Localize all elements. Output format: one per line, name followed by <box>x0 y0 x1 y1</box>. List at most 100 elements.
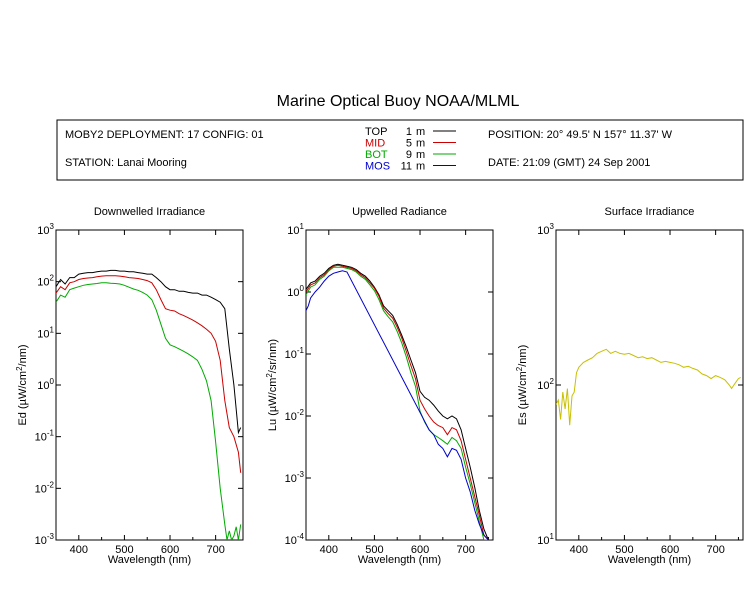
plot-title: Upwelled Radiance <box>352 206 447 218</box>
x-tick-label: 500 <box>365 544 383 556</box>
legend-depth: 11 <box>401 161 412 173</box>
x-tick-label: 400 <box>70 544 88 556</box>
series-line-mos <box>306 270 491 540</box>
y-label-tail: /sr/nm) <box>267 339 279 373</box>
y-label-unit: W/cm <box>17 371 29 399</box>
y-tick-label: 10-3 <box>35 532 55 547</box>
series-line-top <box>306 263 491 540</box>
legend-name: TOP <box>365 126 387 138</box>
y-label-tail: /nm) <box>517 345 529 367</box>
legend-name: BOT <box>365 149 388 161</box>
y-tick-exp: 2 <box>550 377 555 386</box>
y-tick-exp: -1 <box>297 346 305 355</box>
y-tick-base: 10 <box>35 535 47 547</box>
y-tick-label: 10-2 <box>285 408 305 423</box>
legend-item-mos: MOS 11 m <box>365 161 456 173</box>
x-tick-label: 400 <box>320 544 338 556</box>
plot-frame <box>555 229 744 541</box>
series-line-top <box>56 269 242 435</box>
y-tick-base: 10 <box>287 225 299 237</box>
y-axis-label: Ed (µW/cm2/nm) <box>15 344 29 425</box>
y-tick-base: 10 <box>285 473 297 485</box>
deployment-text: MOBY2 DEPLOYMENT: 17 CONFIG: 01 <box>65 129 264 141</box>
y-tick-exp: 3 <box>50 222 55 231</box>
y-tick-label: 101 <box>537 532 554 547</box>
y-tick-exp: 3 <box>550 222 555 231</box>
legend-item-mid: MID 5 m <box>365 138 456 150</box>
plot-frame <box>55 229 244 541</box>
main-title: Marine Optical Buoy NOAA/MLML <box>277 93 520 110</box>
y-tick-exp: 0 <box>50 377 55 386</box>
y-axis-label: Lu (µW/cm2/sr/nm) <box>265 339 279 431</box>
y-label-sup: 2 <box>515 366 524 371</box>
legend-item-bot: BOT 9 m <box>365 149 456 161</box>
series-line-mid <box>56 275 242 473</box>
y-tick-exp: 1 <box>550 532 555 541</box>
series-line-mid <box>306 264 491 540</box>
x-tick-label: 700 <box>706 544 724 556</box>
x-tick-label: 700 <box>456 544 474 556</box>
y-label-mu: µ <box>17 398 29 405</box>
plot-title: Downwelled Irradiance <box>94 206 205 218</box>
x-tick-label: 700 <box>206 544 224 556</box>
y-tick-exp: -2 <box>297 408 305 417</box>
station-text: STATION: Lanai Mooring <box>65 157 187 169</box>
y-label-sup: 2 <box>15 366 24 371</box>
legend-unit: m <box>416 161 425 173</box>
y-tick-base: 10 <box>285 349 297 361</box>
x-tick-label: 400 <box>570 544 588 556</box>
y-tick-label: 101 <box>37 325 54 340</box>
y-tick-base: 10 <box>35 483 47 495</box>
plot-frame <box>305 229 494 541</box>
y-tick-base: 10 <box>285 411 297 423</box>
y-tick-label: 10-1 <box>285 346 305 361</box>
x-axis-label: Wavelength (nm) <box>608 554 691 566</box>
y-label-main: Ed ( <box>17 405 29 426</box>
y-tick-base: 10 <box>537 535 549 547</box>
y-tick-exp: -1 <box>47 429 55 438</box>
y-label-mu: µ <box>267 405 279 412</box>
x-tick-label: 600 <box>661 544 679 556</box>
series-line-es <box>556 348 741 426</box>
legend-unit: m <box>416 138 425 150</box>
y-tick-label: 10-2 <box>35 480 55 495</box>
y-tick-label: 100 <box>37 377 54 392</box>
y-tick-label: 100 <box>287 284 304 299</box>
y-tick-base: 10 <box>37 277 49 289</box>
legend-item-top: TOP 1 m <box>365 126 456 138</box>
position-text: POSITION: 20° 49.5' N 157° 11.37' W <box>488 129 673 141</box>
legend-name: MOS <box>365 161 390 173</box>
y-tick-exp: -2 <box>47 480 55 489</box>
y-label-mu: µ <box>517 399 529 406</box>
series-group <box>556 348 741 426</box>
x-axis-label: Wavelength (nm) <box>108 554 191 566</box>
y-tick-label: 103 <box>537 222 554 237</box>
date-text: DATE: 21:09 (GMT) 24 Sep 2001 <box>488 157 650 169</box>
x-tick-label: 500 <box>615 544 633 556</box>
y-tick-base: 10 <box>37 328 49 340</box>
y-tick-base: 10 <box>37 225 49 237</box>
y-label-main: Es ( <box>517 405 529 425</box>
y-tick-label: 10-4 <box>285 532 305 547</box>
y-tick-exp: -3 <box>47 532 55 541</box>
x-tick-label: 500 <box>115 544 133 556</box>
y-label-tail: /nm) <box>17 344 29 366</box>
legend-depth: 9 <box>406 149 412 161</box>
legend-unit: m <box>416 126 425 138</box>
legend-depth: 1 <box>406 126 412 138</box>
y-label-unit: W/cm <box>517 371 529 399</box>
y-label-main: Lu ( <box>267 412 279 431</box>
series-line-bot <box>306 266 491 540</box>
legend-name: MID <box>365 138 385 150</box>
y-tick-exp: -3 <box>297 470 305 479</box>
series-line-bot <box>56 282 242 540</box>
series-group <box>306 263 491 540</box>
y-tick-exp: 0 <box>300 284 305 293</box>
legend-depth: 5 <box>406 138 412 150</box>
x-axis-label: Wavelength (nm) <box>358 554 441 566</box>
y-tick-label: 10-3 <box>285 470 305 485</box>
